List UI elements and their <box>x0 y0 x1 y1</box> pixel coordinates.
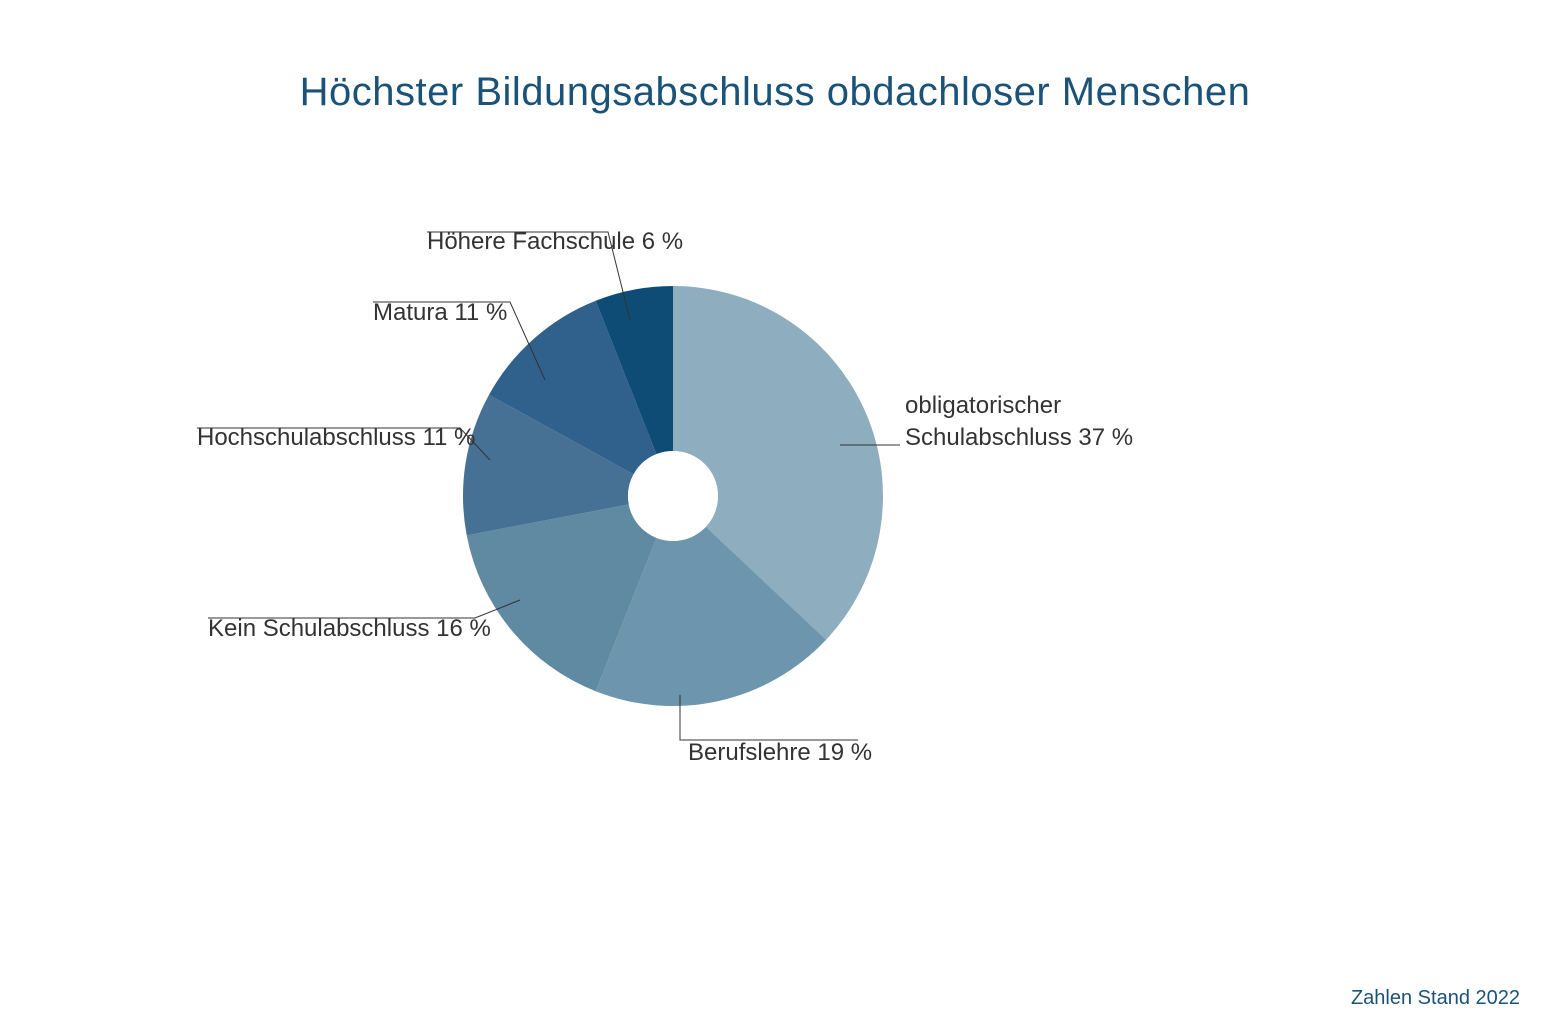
slice-label: Matura 11 % <box>373 299 507 326</box>
pie-center-hole <box>628 451 718 541</box>
slice-label: Kein Schulabschluss 16 % <box>208 615 491 642</box>
chart-container: Höchster Bildungsabschluss obdachloser M… <box>0 0 1550 1030</box>
slice-label: Berufslehre 19 % <box>688 739 872 766</box>
slice-label: obligatorischer <box>905 392 1061 419</box>
chart-footer: Zahlen Stand 2022 <box>1351 987 1520 1010</box>
pie-chart-svg: obligatorischer Schulabschluss 37 % Berufs… <box>0 0 1550 1030</box>
slice-label: Höhere Fachschule 6 % <box>427 228 683 255</box>
slice-label: Schulabschluss 37 % <box>905 424 1133 451</box>
slice-label: Hochschulabschluss 11 % <box>197 424 475 451</box>
